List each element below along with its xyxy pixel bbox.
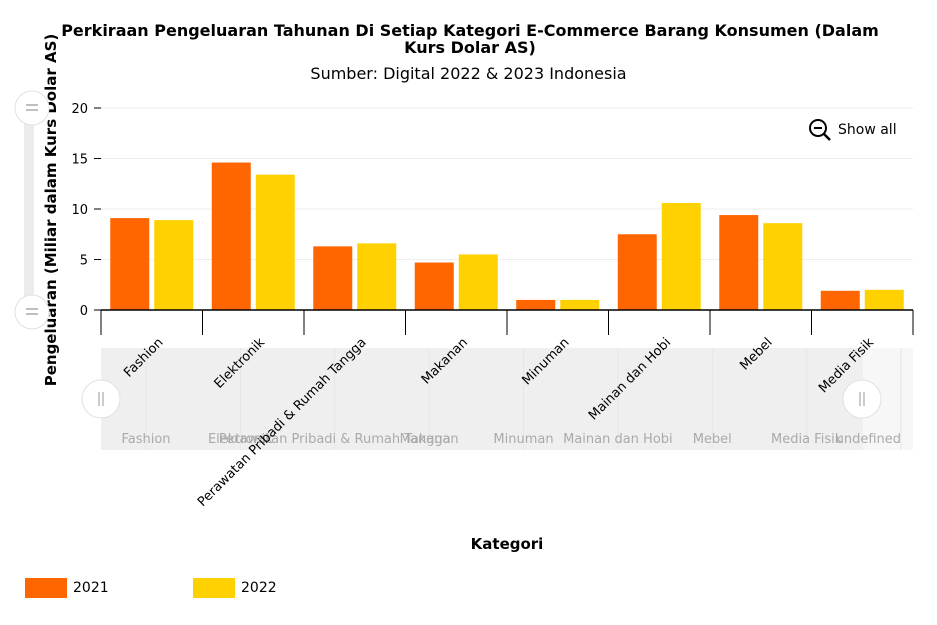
bar-2021-3[interactable] xyxy=(414,262,454,310)
legend-swatch xyxy=(193,578,235,598)
navigator-label: Perawatan Pribadi & Rumah Tangga xyxy=(219,432,451,447)
navigator-label: Minuman xyxy=(493,432,553,447)
bar-2022-6[interactable] xyxy=(763,223,803,310)
navigator-label: Elektronik xyxy=(208,432,273,447)
navigator-label: Makanan xyxy=(400,432,459,447)
bar-2022-2[interactable] xyxy=(357,243,397,310)
navigator-label: Media Fisik xyxy=(771,432,843,447)
legend-label: 2022 xyxy=(241,580,277,596)
bar-2022-5[interactable] xyxy=(661,202,701,310)
bar-2021-5[interactable] xyxy=(617,234,657,310)
navigator-label: Fashion xyxy=(121,432,170,447)
bar-2022-0[interactable] xyxy=(154,220,194,310)
chart-subtitle: Sumber: Digital 2022 & 2023 Indonesia xyxy=(310,64,627,83)
legend-swatch xyxy=(25,578,67,598)
navigator-handle-right[interactable] xyxy=(842,379,882,419)
y-tick-label: 15 xyxy=(71,153,88,168)
chart-title: Perkiraan Pengeluaran Tahunan Di Setiap … xyxy=(61,21,879,57)
bar-2022-3[interactable] xyxy=(458,254,498,310)
y-scrollbar-track[interactable] xyxy=(24,108,34,312)
navigator-label: Mebel xyxy=(693,432,732,447)
y-tick-label: 0 xyxy=(80,304,88,319)
y-tick-label: 10 xyxy=(71,203,88,218)
bar-2021-7[interactable] xyxy=(820,290,860,310)
bars xyxy=(110,162,904,310)
zoom-out-icon xyxy=(809,119,831,141)
bar-2021-4[interactable] xyxy=(516,299,556,310)
bar-2021-6[interactable] xyxy=(719,215,759,310)
bar-2021-0[interactable] xyxy=(110,218,150,310)
navigator-label: Mainan dan Hobi xyxy=(563,432,673,447)
bar-2021-2[interactable] xyxy=(313,246,353,310)
y-scrollbar[interactable] xyxy=(14,90,50,330)
legend-label: 2021 xyxy=(73,580,109,596)
navigator-handle-left[interactable] xyxy=(81,379,121,419)
x-axis-label: Kategori xyxy=(470,535,544,553)
legend-item-2022[interactable]: 2022 xyxy=(193,578,277,598)
y-scroll-handle-bottom[interactable] xyxy=(14,294,50,330)
y-scroll-handle-top[interactable] xyxy=(14,90,50,126)
y-tick-label: 5 xyxy=(80,254,88,269)
legend-item-2021[interactable]: 2021 xyxy=(25,578,109,598)
navigator-selection[interactable] xyxy=(101,348,863,450)
y-tick-label: 20 xyxy=(71,102,88,117)
show-all-label: Show all xyxy=(838,122,897,138)
x-axis xyxy=(100,309,914,335)
legend: 2021 2022 xyxy=(0,578,937,608)
y-axis-ticks: 0 5 10 15 20 xyxy=(71,102,101,319)
show-all-button[interactable]: Show all xyxy=(808,118,897,142)
bar-2021-1[interactable] xyxy=(211,162,251,310)
navigator-label: undefined xyxy=(836,432,901,447)
bar-2022-1[interactable] xyxy=(255,174,295,310)
bar-2022-7[interactable] xyxy=(864,289,904,310)
bar-2022-4[interactable] xyxy=(560,299,600,310)
